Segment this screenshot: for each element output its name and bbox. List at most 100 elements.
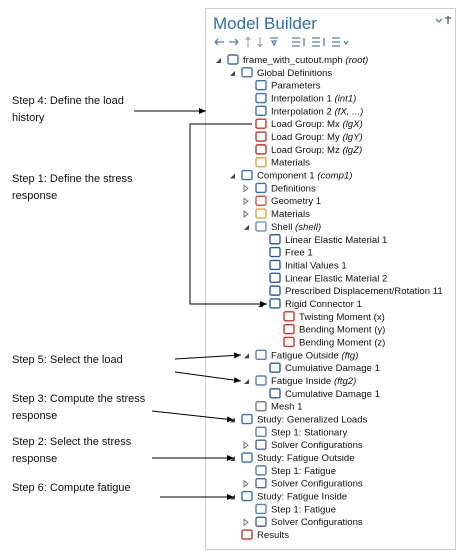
tree-item[interactable]: Materials bbox=[255, 157, 310, 168]
label-text: Bending Moment (z) bbox=[299, 337, 385, 348]
node-label: Solver Configurations bbox=[271, 440, 363, 451]
tree-item[interactable]: Fatigue Outside (ftg) bbox=[244, 349, 358, 361]
node-icon bbox=[255, 439, 267, 450]
node-icon bbox=[255, 105, 267, 117]
callout-arrow bbox=[189, 123, 267, 307]
callout: Step 6: Compute fatigue bbox=[12, 482, 234, 500]
label-text: Mesh 1 bbox=[271, 401, 302, 412]
expander-closed[interactable] bbox=[243, 197, 249, 206]
tree-item[interactable]: Cumulative Damage 1 bbox=[269, 362, 380, 374]
tree-item[interactable]: Interpolation 1 (int1) bbox=[255, 92, 356, 104]
node-icon bbox=[255, 144, 267, 155]
label-text: Step 1: Fatigue bbox=[271, 504, 336, 515]
label-tag: (comp1) bbox=[317, 170, 352, 181]
node-icon bbox=[241, 490, 253, 502]
panel-title: Model Builder bbox=[213, 14, 317, 33]
expander-closed[interactable] bbox=[243, 441, 249, 450]
tree-item[interactable]: Parameters bbox=[255, 79, 321, 91]
tree-item[interactable]: Load Group: My (lgY) bbox=[255, 131, 363, 143]
callout: Step 5: Select the load bbox=[12, 352, 242, 384]
tree-item[interactable]: Load Group: Mx (lgX) bbox=[255, 118, 363, 130]
label-text: Parameters bbox=[271, 80, 321, 91]
callout-text: Step 6: Compute fatigue bbox=[12, 482, 131, 494]
callout-text: Step 4: Define the load bbox=[12, 95, 124, 107]
node-icon bbox=[255, 516, 267, 527]
tree-item[interactable]: Step 1: Fatigue bbox=[255, 503, 336, 515]
label-tag: (lgZ) bbox=[342, 144, 362, 155]
tree-item[interactable]: Solver Configurations bbox=[243, 516, 363, 528]
node-icon bbox=[255, 208, 267, 219]
node-icon bbox=[283, 311, 295, 322]
tree-item[interactable]: Cumulative Damage 1 bbox=[269, 388, 380, 399]
tree-item[interactable]: Shell (shell) bbox=[244, 221, 321, 232]
tree-item[interactable]: Initial Values 1 bbox=[269, 259, 347, 271]
tree-item[interactable]: Load Group: Mz (lgZ) bbox=[255, 144, 362, 155]
tree-item[interactable]: Materials bbox=[243, 208, 310, 220]
callout-text: response bbox=[12, 190, 57, 202]
expander-open[interactable] bbox=[230, 70, 235, 76]
callout: Step 3: Compute the stress response bbox=[12, 393, 235, 423]
tree-item[interactable]: Fatigue Inside (ftg2) bbox=[244, 375, 356, 387]
tree-item[interactable]: Interpolation 2 (fX, ...) bbox=[255, 105, 363, 117]
node-label: Load Group: Mz (lgZ) bbox=[271, 144, 362, 155]
label-text: Study: Fatigue Outside bbox=[257, 453, 355, 464]
tree-item[interactable]: Definitions bbox=[243, 182, 316, 194]
node-label: Linear Elastic Material 2 bbox=[285, 273, 387, 284]
expander-open[interactable] bbox=[230, 173, 235, 179]
tree-item[interactable]: frame_with_cutout.mph (root) bbox=[216, 54, 368, 66]
expander-open[interactable] bbox=[244, 379, 249, 384]
tree-item[interactable]: Results bbox=[241, 529, 289, 541]
tree-item[interactable]: Mesh 1 bbox=[255, 400, 302, 412]
expander-closed[interactable] bbox=[243, 210, 249, 219]
tree-item[interactable]: Bending Moment (z) bbox=[283, 336, 385, 348]
label-text: Step 1: Stationary bbox=[271, 427, 347, 438]
expander-closed[interactable] bbox=[243, 518, 249, 527]
tree-item[interactable]: Step 1: Stationary bbox=[255, 426, 347, 438]
tree-item[interactable]: Free 1 bbox=[269, 246, 313, 258]
tree-item[interactable]: Solver Configurations bbox=[243, 478, 363, 489]
tree-item[interactable]: Step 1: Fatigue bbox=[255, 465, 336, 476]
node-icon bbox=[241, 169, 253, 181]
node-icon bbox=[255, 478, 267, 489]
node-icon bbox=[255, 118, 267, 129]
node-icon bbox=[255, 79, 267, 91]
tree-item[interactable]: Component 1 (comp1) bbox=[230, 169, 352, 181]
tree-item[interactable]: Solver Configurations bbox=[243, 439, 363, 451]
node-icon bbox=[241, 67, 253, 78]
label-text: Fatigue Inside bbox=[271, 376, 331, 387]
expander-closed[interactable] bbox=[243, 479, 249, 488]
node-label: Rigid Connector 1 bbox=[285, 298, 362, 309]
tree-item[interactable]: Bending Moment (y) bbox=[283, 323, 385, 335]
node-icon bbox=[241, 529, 253, 540]
expander-open[interactable] bbox=[244, 224, 249, 230]
node-icon bbox=[255, 503, 267, 515]
node-label: Definitions bbox=[271, 183, 316, 194]
expander-closed[interactable] bbox=[243, 184, 249, 193]
label-text: Load Group: Mz bbox=[271, 144, 340, 155]
tree-item[interactable]: Prescribed Displacement/Rotation 11 bbox=[269, 285, 443, 297]
tree-item[interactable]: Global Definitions bbox=[230, 67, 332, 78]
callout-text: history bbox=[12, 112, 45, 124]
node-label: Linear Elastic Material 1 bbox=[285, 234, 387, 245]
tree-item[interactable]: Geometry 1 bbox=[243, 195, 321, 207]
node-label: Mesh 1 bbox=[271, 401, 302, 412]
label-text: Free 1 bbox=[285, 247, 313, 258]
label-text: Component 1 bbox=[257, 170, 315, 181]
tree-item[interactable]: Linear Elastic Material 2 bbox=[269, 272, 387, 284]
node-label: Shell (shell) bbox=[271, 221, 321, 232]
label-text: Bending Moment (y) bbox=[299, 324, 385, 335]
callout-text: response bbox=[12, 410, 57, 422]
label-text: Linear Elastic Material 2 bbox=[285, 273, 387, 284]
expander-open[interactable] bbox=[244, 353, 249, 359]
toolbar bbox=[214, 16, 451, 48]
node-icon bbox=[269, 388, 281, 399]
callout-text: Step 3: Compute the stress bbox=[12, 393, 146, 405]
expander-open[interactable] bbox=[216, 58, 221, 63]
callout-text: Step 2: Select the stress bbox=[12, 436, 132, 448]
label-tag: (root) bbox=[345, 55, 368, 66]
node-icon bbox=[255, 465, 267, 476]
tree-item[interactable]: Linear Elastic Material 1 bbox=[269, 234, 387, 245]
tree-item[interactable]: Twisting Moment (x) bbox=[283, 311, 385, 322]
label-text: Study: Fatigue Inside bbox=[257, 491, 347, 502]
node-icon bbox=[255, 92, 267, 104]
